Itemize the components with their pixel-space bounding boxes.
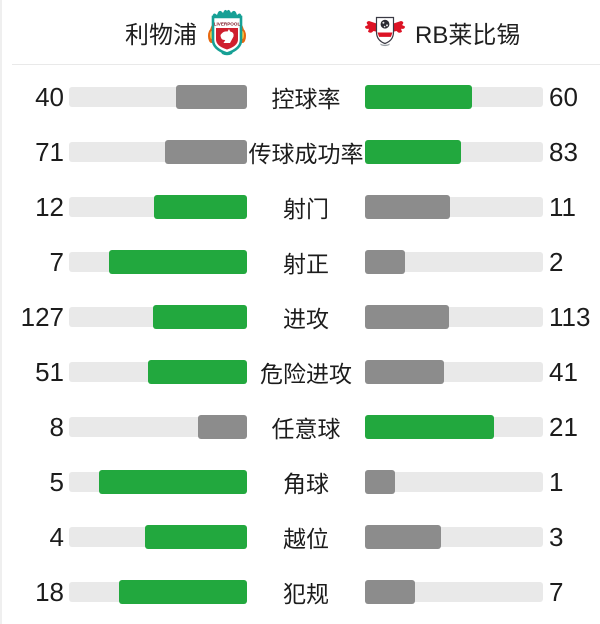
header-divider xyxy=(12,64,600,65)
away-value: 7 xyxy=(549,576,564,607)
stat-row: 51 危险进攻 41 xyxy=(0,344,600,399)
home-value: 7 xyxy=(49,246,64,277)
stat-row: 40 控球率 60 xyxy=(0,69,600,124)
stat-label: 射正 xyxy=(283,250,329,277)
stat-label: 控球率 xyxy=(271,85,341,112)
stat-label: 传球成功率 xyxy=(248,140,364,167)
home-bar-fill xyxy=(108,249,247,274)
home-value: 40 xyxy=(35,81,64,112)
away-bar-track xyxy=(365,249,543,274)
home-bar-track xyxy=(69,469,247,494)
home-bar-fill xyxy=(148,359,247,384)
home-bar-track xyxy=(69,414,247,439)
away-bar-track xyxy=(365,84,543,109)
stat-label: 射门 xyxy=(283,195,329,222)
home-bar-fill xyxy=(145,524,247,549)
home-bar-track xyxy=(69,579,247,604)
home-bar-track xyxy=(69,524,247,549)
stat-label: 角球 xyxy=(283,470,329,497)
away-team-name: RB莱比锡 xyxy=(415,21,521,49)
away-value: 21 xyxy=(549,411,578,442)
home-value: 12 xyxy=(35,191,64,222)
away-value: 2 xyxy=(549,246,564,277)
away-bar-fill xyxy=(365,304,449,329)
away-bar-fill xyxy=(365,359,445,384)
home-bar-fill xyxy=(164,139,247,164)
away-bar-track xyxy=(365,579,543,604)
home-bar-fill xyxy=(197,414,247,439)
home-bar-fill xyxy=(118,579,247,604)
away-value: 83 xyxy=(549,136,578,167)
stat-row: 12 射门 11 xyxy=(0,179,600,234)
away-value: 3 xyxy=(549,521,564,552)
home-value: 5 xyxy=(49,466,64,497)
svg-text:LIVERPOOL: LIVERPOOL xyxy=(214,22,241,27)
away-bar-fill xyxy=(365,139,461,164)
stat-row: 7 射正 2 xyxy=(0,234,600,289)
stat-row: 4 越位 3 xyxy=(0,509,600,564)
away-bar-track xyxy=(365,469,543,494)
away-bar-fill xyxy=(365,579,415,604)
home-value: 4 xyxy=(49,521,64,552)
away-bar-fill xyxy=(365,469,395,494)
screen-edge-strip xyxy=(0,0,2,624)
home-bar-track xyxy=(69,84,247,109)
stat-label: 危险进攻 xyxy=(260,360,352,387)
home-bar-fill xyxy=(152,304,247,329)
away-bar-track xyxy=(365,524,543,549)
home-bar-fill xyxy=(98,469,247,494)
stat-row: 8 任意球 21 xyxy=(0,399,600,454)
away-value: 1 xyxy=(549,466,564,497)
home-bar-track xyxy=(69,139,247,164)
home-team-header: 利物浦 LIVERPOOL xyxy=(0,8,300,56)
away-value: 11 xyxy=(549,191,576,222)
home-value: 127 xyxy=(20,301,64,332)
stat-label: 犯规 xyxy=(283,580,329,607)
away-value: 60 xyxy=(549,81,578,112)
away-bar-fill xyxy=(365,84,472,109)
away-value: 113 xyxy=(549,301,591,332)
home-value: 8 xyxy=(49,411,64,442)
stat-row: 127 进攻 113 xyxy=(0,289,600,344)
away-value: 41 xyxy=(549,356,578,387)
home-value: 18 xyxy=(35,576,64,607)
home-value: 71 xyxy=(35,136,64,167)
stat-row: 5 角球 1 xyxy=(0,454,600,509)
away-bar-track xyxy=(365,194,543,219)
away-bar-track xyxy=(365,304,543,329)
away-bar-track xyxy=(365,414,543,439)
stat-label: 越位 xyxy=(283,525,329,552)
stat-row: 18 犯规 7 xyxy=(0,564,600,619)
liverpool-crest-icon: LIVERPOOL xyxy=(207,8,247,56)
stat-label: 进攻 xyxy=(283,305,329,332)
home-bar-track xyxy=(69,359,247,384)
rb-leipzig-crest-icon xyxy=(365,16,405,48)
stats-list: 40 控球率 60 71 传球成功率 83 12 射门 11 7 xyxy=(0,65,600,619)
away-bar-track xyxy=(365,359,543,384)
home-team-name: 利物浦 xyxy=(125,21,197,49)
home-bar-track xyxy=(69,304,247,329)
home-bar-fill xyxy=(175,84,247,109)
away-bar-fill xyxy=(365,249,405,274)
home-bar-fill xyxy=(154,194,247,219)
home-bar-track xyxy=(69,194,247,219)
away-bar-track xyxy=(365,139,543,164)
stat-row: 71 传球成功率 83 xyxy=(0,124,600,179)
home-bar-track xyxy=(69,249,247,274)
away-team-header: RB莱比锡 xyxy=(300,15,600,50)
away-bar-fill xyxy=(365,414,494,439)
match-header: 利物浦 LIVERPOOL xyxy=(0,0,600,64)
stat-label: 任意球 xyxy=(271,415,341,442)
home-value: 51 xyxy=(35,356,64,387)
away-bar-fill xyxy=(365,194,451,219)
away-bar-fill xyxy=(365,524,442,549)
